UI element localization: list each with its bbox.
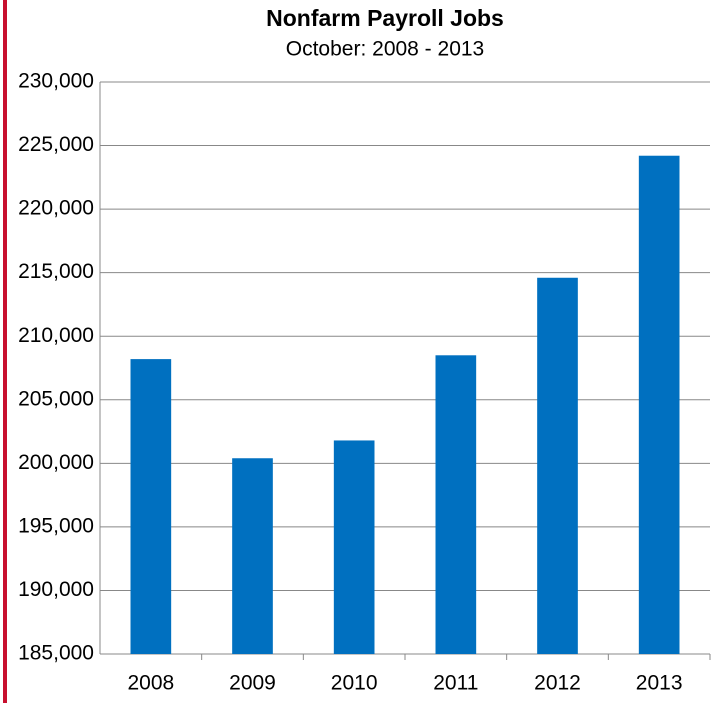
bar (232, 458, 273, 654)
y-tick-label: 185,000 (18, 642, 94, 665)
y-tick-label: 220,000 (18, 197, 94, 220)
bar (537, 277, 578, 654)
bar (130, 359, 172, 654)
x-tick-label: 2012 (534, 672, 581, 695)
chart-subtitle: October: 2008 - 2013 (286, 38, 484, 61)
bar (435, 355, 477, 654)
x-tick-label: 2008 (127, 672, 174, 695)
y-tick-label: 205,000 (18, 387, 94, 410)
bar (638, 155, 680, 655)
y-tick-label: 230,000 (18, 70, 94, 93)
side-border (3, 0, 7, 703)
y-tick-label: 210,000 (18, 324, 94, 347)
bar (333, 440, 375, 654)
x-tick-label: 2013 (636, 672, 683, 695)
y-tick-label: 190,000 (18, 578, 94, 601)
chart-title: Nonfarm Payroll Jobs (266, 5, 504, 31)
y-tick-label: 225,000 (18, 133, 94, 156)
x-tick-label: 2011 (433, 672, 478, 695)
y-tick-label: 195,000 (18, 514, 94, 537)
y-tick-label: 200,000 (18, 451, 94, 474)
x-tick-label: 2009 (229, 672, 276, 695)
x-tick-label: 2010 (331, 672, 378, 695)
y-tick-label: 215,000 (18, 260, 94, 283)
